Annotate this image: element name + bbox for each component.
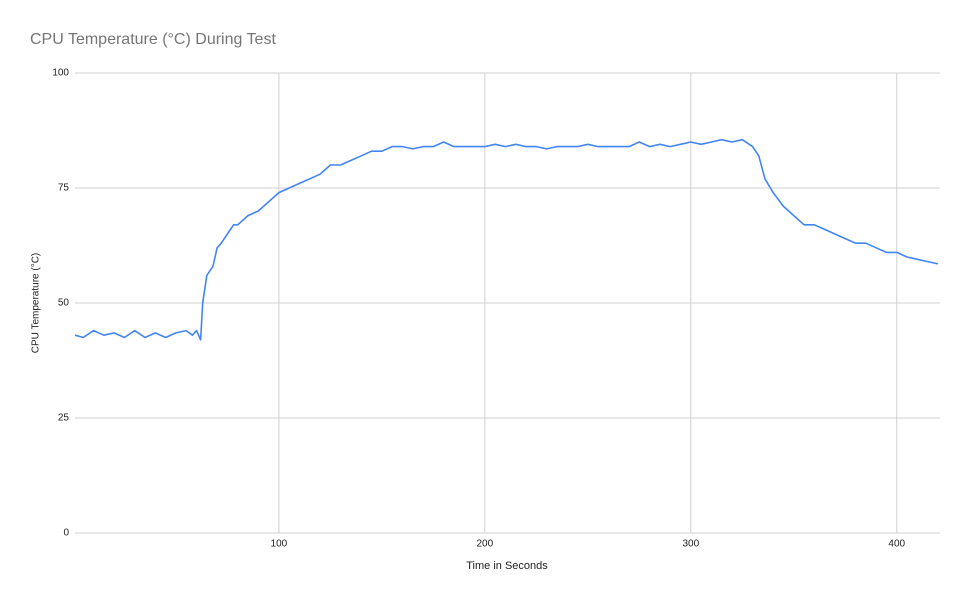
x-axis-title: Time in Seconds xyxy=(466,560,548,572)
x-tick-label: 200 xyxy=(477,539,494,550)
y-axis-title: CPU Temperature (°C) xyxy=(31,253,42,354)
x-tick-label: 400 xyxy=(888,539,905,550)
y-tick-label: 75 xyxy=(58,183,70,194)
y-tick-label: 0 xyxy=(63,528,69,539)
x-tick-label: 300 xyxy=(682,539,699,550)
chart-title: CPU Temperature (°C) During Test xyxy=(30,31,276,48)
y-tick-label: 25 xyxy=(58,413,70,424)
x-tick-label: 100 xyxy=(271,539,288,550)
line xyxy=(74,138,939,341)
y-tick-label: 100 xyxy=(52,68,69,79)
y-tick-label: 50 xyxy=(58,298,70,309)
